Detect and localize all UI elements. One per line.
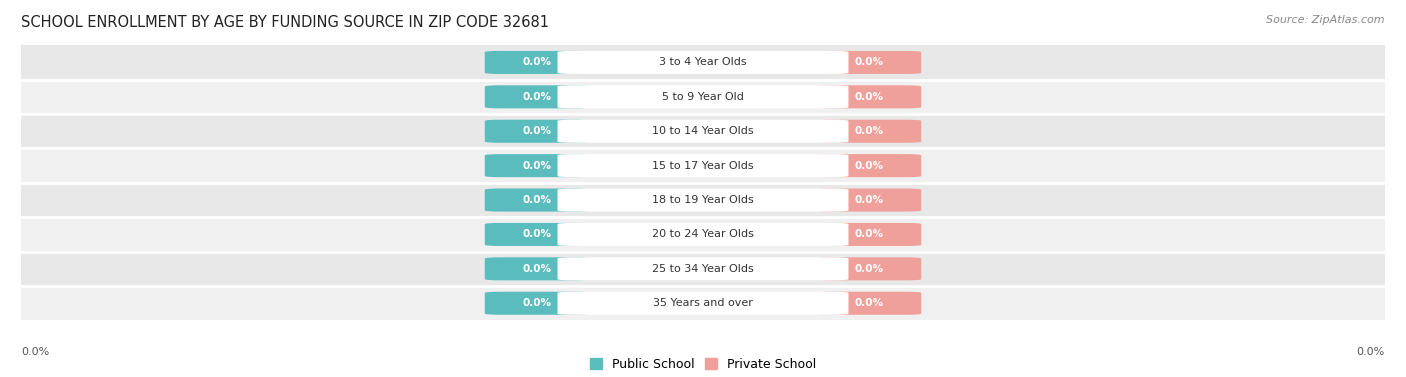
FancyBboxPatch shape xyxy=(817,223,921,246)
FancyBboxPatch shape xyxy=(558,51,848,74)
FancyBboxPatch shape xyxy=(558,223,848,246)
FancyBboxPatch shape xyxy=(817,51,921,74)
FancyBboxPatch shape xyxy=(558,188,848,211)
Text: SCHOOL ENROLLMENT BY AGE BY FUNDING SOURCE IN ZIP CODE 32681: SCHOOL ENROLLMENT BY AGE BY FUNDING SOUR… xyxy=(21,15,550,30)
Text: 35 Years and over: 35 Years and over xyxy=(652,298,754,308)
Text: 0.0%: 0.0% xyxy=(21,347,49,357)
FancyBboxPatch shape xyxy=(485,120,589,143)
FancyBboxPatch shape xyxy=(485,85,589,108)
Text: 0.0%: 0.0% xyxy=(855,264,883,274)
Bar xyxy=(21,252,1385,286)
Text: 0.0%: 0.0% xyxy=(523,195,551,205)
FancyBboxPatch shape xyxy=(485,292,589,315)
Text: Source: ZipAtlas.com: Source: ZipAtlas.com xyxy=(1267,15,1385,25)
Text: 0.0%: 0.0% xyxy=(855,298,883,308)
Bar xyxy=(21,286,1385,320)
Text: 0.0%: 0.0% xyxy=(855,57,883,67)
Text: 3 to 4 Year Olds: 3 to 4 Year Olds xyxy=(659,57,747,67)
Bar xyxy=(21,149,1385,183)
Bar xyxy=(21,183,1385,217)
FancyBboxPatch shape xyxy=(817,257,921,280)
FancyBboxPatch shape xyxy=(485,51,589,74)
FancyBboxPatch shape xyxy=(558,85,848,108)
FancyBboxPatch shape xyxy=(817,292,921,315)
Text: 0.0%: 0.0% xyxy=(855,230,883,239)
Text: 0.0%: 0.0% xyxy=(523,161,551,171)
Text: 18 to 19 Year Olds: 18 to 19 Year Olds xyxy=(652,195,754,205)
Text: 0.0%: 0.0% xyxy=(523,126,551,136)
FancyBboxPatch shape xyxy=(485,154,589,177)
Text: 0.0%: 0.0% xyxy=(1357,347,1385,357)
FancyBboxPatch shape xyxy=(817,188,921,211)
Text: 0.0%: 0.0% xyxy=(523,57,551,67)
FancyBboxPatch shape xyxy=(558,257,848,280)
FancyBboxPatch shape xyxy=(558,120,848,143)
Text: 0.0%: 0.0% xyxy=(523,230,551,239)
FancyBboxPatch shape xyxy=(817,85,921,108)
Legend: Public School, Private School: Public School, Private School xyxy=(586,354,820,375)
FancyBboxPatch shape xyxy=(817,120,921,143)
FancyBboxPatch shape xyxy=(558,154,848,177)
Text: 0.0%: 0.0% xyxy=(855,161,883,171)
Bar xyxy=(21,217,1385,252)
Text: 15 to 17 Year Olds: 15 to 17 Year Olds xyxy=(652,161,754,171)
FancyBboxPatch shape xyxy=(485,223,589,246)
FancyBboxPatch shape xyxy=(817,154,921,177)
FancyBboxPatch shape xyxy=(558,292,848,315)
Text: 20 to 24 Year Olds: 20 to 24 Year Olds xyxy=(652,230,754,239)
Text: 0.0%: 0.0% xyxy=(855,126,883,136)
Text: 0.0%: 0.0% xyxy=(523,298,551,308)
Text: 10 to 14 Year Olds: 10 to 14 Year Olds xyxy=(652,126,754,136)
Text: 0.0%: 0.0% xyxy=(855,92,883,102)
FancyBboxPatch shape xyxy=(485,257,589,280)
FancyBboxPatch shape xyxy=(485,188,589,211)
Bar xyxy=(21,45,1385,80)
Bar xyxy=(21,114,1385,149)
Text: 0.0%: 0.0% xyxy=(523,92,551,102)
Text: 0.0%: 0.0% xyxy=(855,195,883,205)
Text: 0.0%: 0.0% xyxy=(523,264,551,274)
Bar xyxy=(21,80,1385,114)
Text: 5 to 9 Year Old: 5 to 9 Year Old xyxy=(662,92,744,102)
Text: 25 to 34 Year Olds: 25 to 34 Year Olds xyxy=(652,264,754,274)
